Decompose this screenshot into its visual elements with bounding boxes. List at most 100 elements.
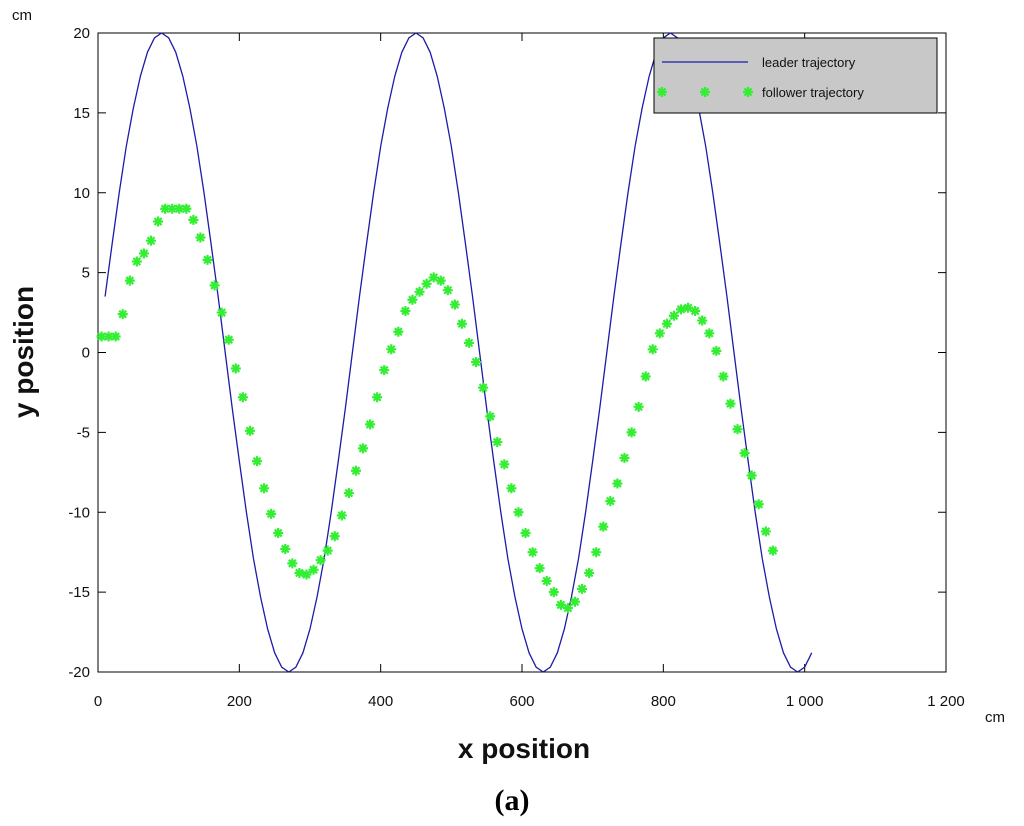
x-tick-label: 1 000 <box>786 693 824 710</box>
follower-marker <box>322 545 333 556</box>
follower-marker <box>110 331 121 342</box>
follower-marker <box>131 256 142 267</box>
y-tick-label: -5 <box>77 424 90 441</box>
x-tick-label: 1 200 <box>927 693 965 710</box>
y-tick-label: 20 <box>73 25 90 42</box>
legend-swatch <box>743 87 753 97</box>
follower-marker <box>492 436 503 447</box>
follower-marker <box>421 278 432 289</box>
follower-marker <box>259 483 270 494</box>
caption: (a) <box>495 784 530 817</box>
y-tick-label: -10 <box>68 504 90 521</box>
follower-marker <box>146 235 156 246</box>
follower-marker <box>619 452 630 463</box>
follower-marker <box>117 309 128 320</box>
follower-marker <box>435 275 446 286</box>
follower-marker <box>428 272 439 283</box>
follower-marker <box>315 555 326 566</box>
x-unit: cm <box>985 709 1005 726</box>
follower-marker <box>209 280 220 291</box>
follower-marker <box>393 326 404 337</box>
follower-marker <box>704 328 715 339</box>
y-tick-label: -20 <box>68 664 90 681</box>
legend-swatch <box>657 87 667 97</box>
follower-marker <box>160 203 171 214</box>
follower-marker <box>534 563 545 574</box>
follower-marker <box>612 478 623 489</box>
follower-marker <box>287 558 298 569</box>
follower-marker <box>633 401 644 412</box>
follower-marker <box>739 448 750 459</box>
follower-marker <box>244 425 255 436</box>
follower-marker <box>365 419 376 430</box>
follower-marker <box>400 305 411 316</box>
follower-marker <box>414 286 425 297</box>
plot-frame <box>97 32 947 673</box>
follower-marker <box>506 483 517 494</box>
x-tick-label: 600 <box>509 693 534 710</box>
follower-marker <box>329 531 340 542</box>
follower-marker <box>153 216 164 227</box>
x-tick-label: 0 <box>94 693 102 710</box>
legend-label: follower trajectory <box>762 85 864 100</box>
follower-marker <box>548 587 559 598</box>
follower-marker <box>513 507 524 518</box>
follower-marker <box>676 304 686 315</box>
follower-marker <box>577 583 588 594</box>
y-tick-label: -15 <box>68 584 90 601</box>
follower-marker <box>683 302 694 313</box>
follower-marker <box>372 392 383 403</box>
x-axis-title: x position <box>458 733 590 764</box>
follower-marker <box>647 344 658 355</box>
follower-marker <box>697 315 708 326</box>
x-tick-label: 200 <box>227 693 252 710</box>
legend-label: leader trajectory <box>762 55 856 70</box>
x-tick-label: 800 <box>651 693 676 710</box>
follower-marker <box>202 254 213 265</box>
y-tick-label: 0 <box>82 345 90 362</box>
follower-marker <box>442 285 453 296</box>
follower-marker <box>732 424 743 435</box>
follower-marker <box>456 318 467 329</box>
y-unit: cm <box>12 7 32 24</box>
follower-marker <box>350 465 361 476</box>
follower-marker <box>273 528 284 539</box>
follower-marker <box>223 334 234 345</box>
follower-marker <box>336 510 347 521</box>
follower-marker <box>230 363 241 374</box>
follower-marker <box>181 203 192 214</box>
follower-marker <box>237 392 248 403</box>
follower-marker <box>499 459 510 470</box>
legend-box <box>653 37 938 114</box>
follower-marker <box>598 521 609 532</box>
follower-marker <box>711 345 722 356</box>
follower-marker <box>407 294 418 305</box>
y-tick-label: 5 <box>82 265 90 282</box>
follower-marker <box>541 575 552 586</box>
follower-marker <box>520 528 531 539</box>
follower-marker <box>96 331 107 342</box>
y-tick-label: 15 <box>73 105 90 122</box>
follower-marker <box>266 508 277 519</box>
follower-marker <box>358 443 368 454</box>
follower-marker <box>188 214 199 225</box>
follower-marker <box>584 567 595 578</box>
follower-marker <box>591 547 602 558</box>
y-tick-label: 10 <box>73 185 90 202</box>
follower-marker <box>386 344 397 355</box>
follower-marker <box>252 456 262 467</box>
follower-marker <box>471 357 482 368</box>
follower-marker <box>668 310 679 321</box>
follower-marker <box>294 567 305 578</box>
follower-marker <box>640 371 651 382</box>
follower-marker <box>626 427 637 438</box>
follower-marker <box>343 488 354 499</box>
x-tick-label: 400 <box>368 693 393 710</box>
follower-marker <box>308 564 319 575</box>
y-axis-title: y position <box>8 286 39 418</box>
follower-marker <box>216 307 227 318</box>
follower-marker <box>605 496 616 507</box>
follower-marker <box>527 547 538 558</box>
